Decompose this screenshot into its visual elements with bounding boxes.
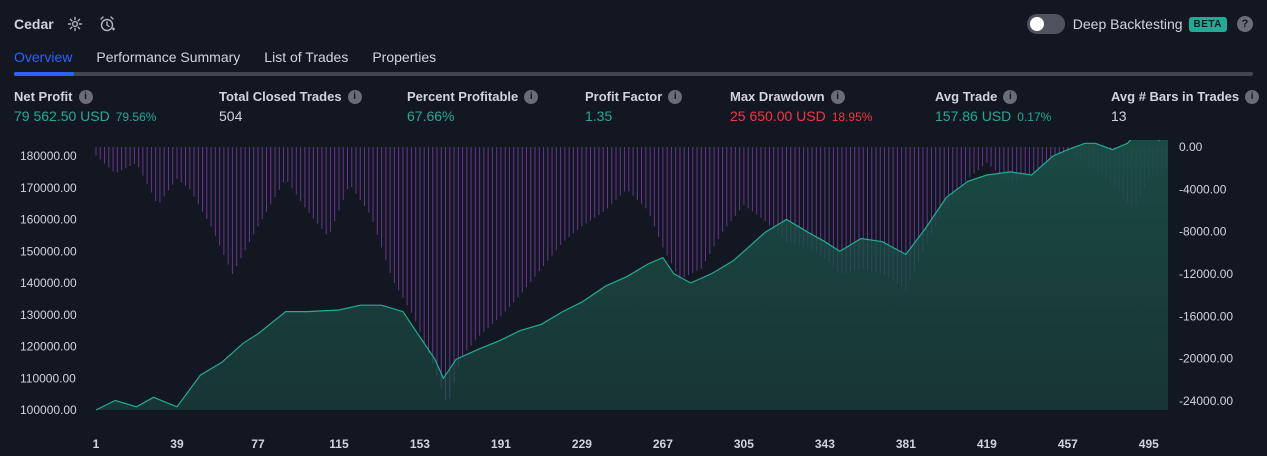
help-icon[interactable]: ? [1237, 16, 1253, 32]
x-axis-tick: 457 [1058, 437, 1078, 451]
tab-overview[interactable]: Overview [14, 49, 73, 65]
x-axis-tick: 495 [1139, 437, 1159, 451]
equity-area [96, 140, 1168, 410]
right-axis-tick: 0.00 [1179, 140, 1203, 154]
metrics-row: Net Profit i 79 562.50 USD 79.56% Total Cl… [14, 89, 1260, 129]
tab-bar: Overview Performance Summary List of Tra… [14, 46, 460, 74]
metric-avg-bars-in-trades: Avg # Bars in Trades i 13 [1111, 89, 1260, 124]
metric-percent-profitable: Percent Profitable i 67.66% [407, 89, 539, 124]
beta-badge: BETA [1188, 16, 1227, 32]
left-axis-tick: 150000.00 [20, 244, 77, 258]
metric-sub: 0.17% [1017, 110, 1052, 124]
metric-label: Avg # Bars in Trades [1111, 89, 1240, 104]
tab-performance-summary[interactable]: Performance Summary [96, 49, 241, 65]
metric-label: Profit Factor [585, 89, 663, 104]
metric-value: 504 [219, 108, 243, 124]
toggle-knob [1029, 17, 1044, 31]
metric-label: Net Profit [14, 89, 73, 104]
metric-value: 67.66% [407, 108, 455, 124]
tab-properties[interactable]: Properties [372, 49, 437, 65]
left-axis-tick: 100000.00 [20, 403, 77, 417]
metric-label: Avg Trade [935, 89, 998, 104]
left-axis-tick: 170000.00 [20, 181, 77, 195]
right-axis-tick: -16000.00 [1179, 309, 1233, 323]
info-icon[interactable]: i [347, 89, 362, 104]
metric-value: 25 650.00 USD [730, 108, 826, 124]
strategy-title: Cedar [14, 16, 54, 32]
top-bar: Cedar Deep Backtesting BETA ? [14, 10, 1253, 38]
metric-value: 157.86 USD [935, 108, 1012, 124]
tab-list-of-trades[interactable]: List of Trades [264, 49, 349, 65]
metric-sub: 18.95% [831, 110, 873, 124]
gear-icon[interactable] [64, 13, 86, 35]
left-axis-tick: 130000.00 [20, 308, 77, 322]
left-axis-tick: 110000.00 [20, 371, 76, 385]
metric-value: 1.35 [585, 108, 613, 124]
x-axis-tick: 115 [329, 437, 349, 451]
info-icon[interactable]: i [524, 89, 539, 104]
metric-sub: 79.56% [115, 110, 157, 124]
x-axis-tick: 419 [977, 437, 997, 451]
deep-backtesting-toggle[interactable] [1026, 14, 1065, 34]
metric-net-profit: Net Profit i 79 562.50 USD 79.56% [14, 89, 156, 124]
metric-label: Total Closed Trades [219, 89, 342, 104]
right-axis-tick: -12000.00 [1179, 267, 1233, 281]
x-axis-tick: 153 [410, 437, 430, 451]
left-axis-tick: 180000.00 [20, 149, 77, 163]
metric-profit-factor: Profit Factor i 1.35 [585, 89, 683, 124]
right-axis-tick: -8000.00 [1179, 225, 1227, 239]
alarm-clock-icon[interactable] [96, 13, 118, 35]
x-axis-tick: 381 [896, 437, 916, 451]
left-axis-tick: 140000.00 [20, 276, 77, 290]
right-axis-tick: -20000.00 [1179, 352, 1233, 366]
metric-value: 13 [1111, 108, 1127, 124]
metric-avg-trade: Avg Trade i 157.86 USD 0.17% [935, 89, 1051, 124]
metric-label: Max Drawdown [730, 89, 825, 104]
x-axis-tick: 229 [572, 437, 592, 451]
info-icon[interactable]: i [668, 89, 683, 104]
info-icon[interactable]: i [1245, 89, 1260, 104]
right-axis-tick: -4000.00 [1179, 182, 1227, 196]
right-axis-tick: -24000.00 [1179, 394, 1233, 408]
tab-track [14, 72, 1253, 76]
info-icon[interactable]: i [78, 89, 93, 104]
info-icon[interactable]: i [1003, 89, 1018, 104]
metric-label: Percent Profitable [407, 89, 519, 104]
x-axis-tick: 305 [734, 437, 754, 451]
tab-active-indicator [14, 72, 74, 76]
metric-max-drawdown: Max Drawdown i 25 650.00 USD 18.95% [730, 89, 872, 124]
x-axis-tick: 343 [815, 437, 835, 451]
x-axis-tick: 77 [251, 437, 265, 451]
equity-drawdown-chart[interactable]: 180000.00 170000.00 160000.00 150000.00 1400… [0, 140, 1267, 456]
x-axis-tick: 1 [93, 437, 100, 451]
x-axis-tick: 267 [653, 437, 673, 451]
metric-value: 79 562.50 USD [14, 108, 110, 124]
left-axis-tick: 120000.00 [20, 340, 77, 354]
x-axis-tick: 191 [491, 437, 511, 451]
equity-line [95, 140, 1161, 411]
info-icon[interactable]: i [830, 89, 845, 104]
metric-total-closed-trades: Total Closed Trades i 504 [219, 89, 362, 124]
left-axis-tick: 160000.00 [20, 213, 77, 227]
x-axis-tick: 39 [170, 437, 184, 451]
deep-backtesting-label: Deep Backtesting [1072, 16, 1183, 32]
